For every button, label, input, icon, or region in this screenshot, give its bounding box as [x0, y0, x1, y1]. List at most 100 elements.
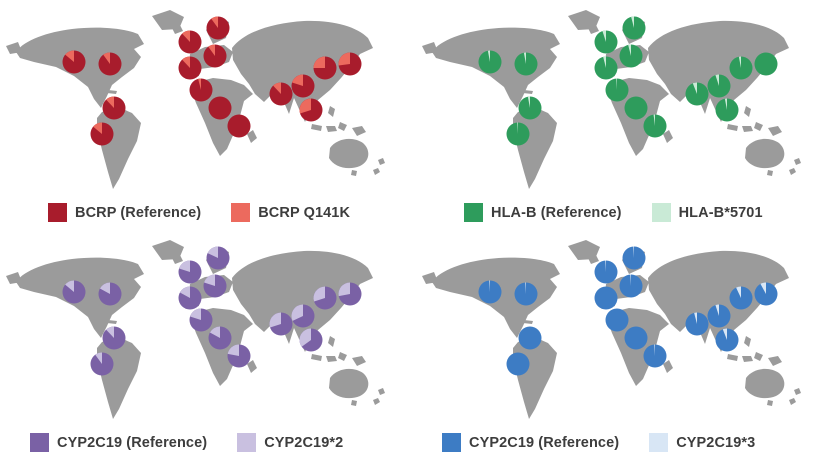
variant-wedge — [190, 308, 201, 320]
pie-marker — [594, 260, 618, 284]
variant-wedge — [209, 326, 220, 338]
pie-marker — [102, 96, 126, 120]
legend-item-reference: BCRP (Reference) — [48, 203, 201, 222]
variant-wedge — [692, 82, 697, 94]
variant-wedge — [292, 74, 303, 86]
legend-hla-b: HLA-B (Reference) HLA-B*5701 — [464, 203, 763, 222]
pie-marker — [291, 304, 315, 328]
variant-wedge — [103, 52, 110, 64]
pie-marker — [506, 352, 530, 376]
pie-marker — [98, 52, 122, 76]
world-map — [422, 10, 801, 189]
pie-marker — [478, 280, 502, 304]
legend-label: HLA-B (Reference) — [491, 204, 622, 221]
variant-wedge — [605, 260, 606, 272]
pie-marker — [227, 344, 251, 368]
pie-marker — [189, 78, 213, 102]
pie-marker — [754, 282, 778, 306]
pie-marker — [715, 328, 739, 352]
legend-label: CYP2C19*3 — [676, 434, 756, 451]
variant-wedge — [65, 50, 74, 62]
pie-marker — [754, 52, 778, 76]
variant-wedge — [198, 78, 201, 90]
variant-swatch — [651, 203, 671, 222]
pie-marker — [90, 122, 114, 146]
variant-wedge — [628, 44, 631, 56]
pie-marker — [605, 308, 629, 332]
pie-marker — [206, 16, 230, 40]
variant-wedge — [517, 122, 518, 134]
legend-item-reference: CYP2C19 (Reference) — [442, 433, 619, 452]
pie-marker — [624, 96, 648, 120]
variant-wedge — [65, 280, 74, 292]
variant-swatch — [649, 433, 669, 452]
pie-marker — [90, 352, 114, 376]
variant-wedge — [313, 286, 325, 302]
pie-marker — [269, 312, 293, 336]
legend-label: BCRP Q141K — [258, 204, 351, 221]
panel-cyp2c19-star2: CYP2C19 (Reference) CYP2C19*2 — [0, 230, 416, 460]
variant-wedge — [654, 344, 655, 356]
reference-swatch — [30, 433, 49, 452]
pie-marker — [729, 56, 753, 80]
variant-wedge — [653, 114, 655, 126]
variant-wedge — [694, 312, 697, 324]
pie-marker — [208, 96, 232, 120]
variant-wedge — [227, 344, 239, 356]
pie-marker — [624, 326, 648, 350]
reference-swatch — [442, 433, 461, 452]
pie-marker — [729, 286, 753, 310]
pie-marker — [594, 30, 618, 54]
pie-marker — [338, 282, 362, 306]
variant-wedge — [179, 286, 190, 298]
variant-wedge — [487, 50, 490, 62]
pie-marker — [299, 98, 323, 122]
variant-wedge — [616, 78, 617, 90]
pie-marker — [62, 50, 86, 74]
variant-wedge — [95, 352, 102, 364]
legend-item-variant: BCRP Q141K — [231, 203, 350, 222]
pie-marker — [594, 286, 618, 310]
variant-wedge — [204, 274, 215, 286]
pie-marker — [707, 74, 731, 98]
variant-wedge — [523, 52, 526, 64]
variant-wedge — [602, 30, 606, 42]
variant-wedge — [269, 312, 281, 328]
variant-wedge — [179, 260, 190, 272]
pie-marker — [594, 56, 618, 80]
pie-marker — [206, 246, 230, 270]
variant-wedge — [99, 282, 110, 294]
legend-item-variant: CYP2C19*3 — [649, 433, 755, 452]
variant-wedge — [715, 304, 719, 316]
reference-swatch — [48, 203, 67, 222]
pie-marker — [715, 98, 739, 122]
world-map — [6, 10, 385, 189]
pie-marker — [178, 30, 202, 54]
variant-wedge — [106, 326, 114, 338]
legend-bcrp: BCRP (Reference) BCRP Q141K — [48, 203, 350, 222]
legend-cyp2c19-star3: CYP2C19 (Reference) CYP2C19*3 — [442, 433, 755, 452]
world-map — [6, 240, 385, 419]
variant-wedge — [208, 44, 215, 56]
pie-marker — [98, 282, 122, 306]
variant-wedge — [313, 56, 325, 68]
pie-marker — [643, 344, 667, 368]
pie-marker — [514, 282, 538, 306]
variant-wedge — [633, 246, 634, 258]
pie-marker — [685, 82, 709, 106]
pie-marker — [62, 280, 86, 304]
pie-marker — [643, 114, 667, 138]
variant-wedge — [715, 74, 719, 86]
variant-wedge — [211, 16, 218, 28]
pie-marker — [291, 74, 315, 98]
pie-marker — [189, 308, 213, 332]
variant-wedge — [273, 82, 281, 94]
variant-wedge — [182, 30, 190, 42]
pie-marker — [622, 246, 646, 270]
pie-marker — [313, 56, 337, 80]
variant-wedge — [207, 246, 218, 258]
variant-wedge — [760, 282, 766, 294]
pie-marker — [514, 52, 538, 76]
pie-marker — [178, 56, 202, 80]
